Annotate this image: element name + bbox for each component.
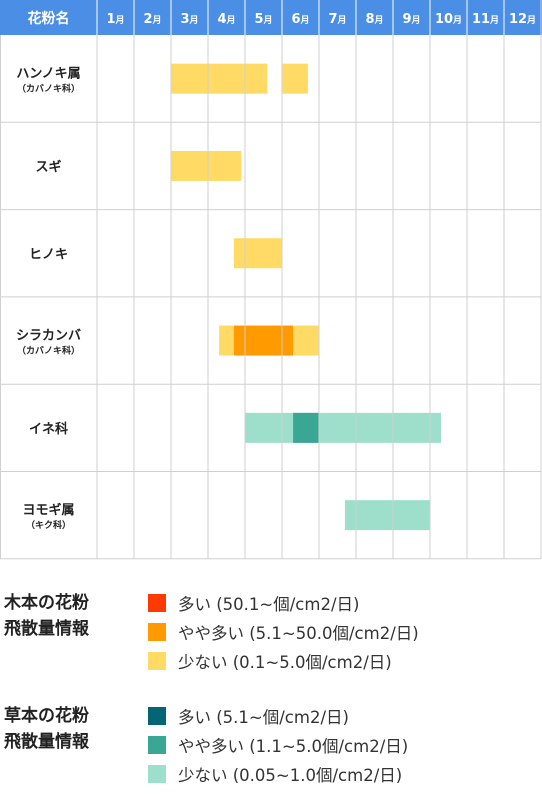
pollen-calendar-chart: 花粉名 1月 2月 3月 4月 5月 6月 7月 8月 9月 10月 11月 12月ハンノキ属（カバノキ…	[0, 0, 542, 560]
row-label: ハンノキ属	[16, 67, 80, 82]
row-label: スギ	[35, 159, 61, 175]
pollen-bar	[245, 412, 442, 443]
row-sublabel: （カバノキ科）	[17, 345, 80, 357]
legend-item: 少ない (0.05~1.0個/cm2/日)	[148, 761, 402, 787]
row-label: ヒノキ	[29, 247, 68, 262]
legend-label: 少ない (0.05~1.0個/cm2/日)	[178, 766, 403, 785]
month-header: 6月	[291, 12, 309, 27]
row-label: ヨモギ属	[22, 502, 74, 518]
legend-swatch	[148, 736, 166, 754]
pollen-bar	[282, 63, 308, 94]
legend-label: 多い (50.1~個/cm2/日)	[178, 595, 360, 614]
month-header: 7月	[328, 12, 346, 27]
pollen-bar	[233, 238, 282, 269]
legend-swatch	[148, 594, 166, 612]
legend-item: 少ない (0.1~5.0個/cm2/日)	[148, 648, 392, 674]
row-sublabel: （カバノキ科）	[17, 83, 80, 95]
row-sublabel: （キク科）	[26, 519, 71, 531]
month-header: 10月	[435, 12, 462, 27]
month-header: 12月	[509, 12, 536, 27]
pollen-bar	[171, 63, 268, 94]
legend-label: 少ない (0.1~5.0個/cm2/日)	[178, 653, 392, 672]
legend-label: やや多い (1.1~5.0個/cm2/日)	[178, 737, 409, 756]
legend-label: 多い (5.1~個/cm2/日)	[178, 708, 349, 727]
legend-item: 多い (50.1~個/cm2/日)	[148, 590, 359, 616]
legend-swatch	[148, 707, 166, 725]
legend-item: 多い (5.1~個/cm2/日)	[148, 703, 349, 729]
month-header: 11月	[472, 12, 499, 27]
pollen-bar	[293, 412, 319, 443]
legend-item: やや多い (1.1~5.0個/cm2/日)	[148, 732, 408, 758]
legend-label: やや多い (5.1~50.0個/cm2/日)	[178, 624, 419, 643]
legend-title: 草本の花粉 飛散量情報	[4, 706, 89, 752]
header-label: 花粉名	[28, 10, 70, 27]
legend-item: やや多い (5.1~50.0個/cm2/日)	[148, 619, 419, 645]
legend-title: 木本の花粉 飛散量情報	[4, 593, 89, 639]
header-bar	[0, 0, 542, 35]
legend-swatch	[148, 652, 166, 670]
month-header: 8月	[365, 12, 383, 27]
month-header: 2月	[143, 12, 161, 27]
pollen-bar	[233, 325, 294, 356]
month-header: 5月	[254, 12, 272, 27]
month-header: 1月	[106, 12, 124, 27]
legend-swatch	[148, 765, 166, 783]
pollen-bar	[344, 500, 430, 531]
row-label: イネ科	[29, 421, 68, 437]
month-header: 9月	[402, 12, 420, 27]
pollen-bar	[171, 150, 242, 181]
row-label: シラカンバ	[16, 329, 81, 344]
month-header: 3月	[180, 12, 198, 27]
legend-swatch	[148, 623, 166, 641]
month-header: 4月	[217, 12, 235, 27]
